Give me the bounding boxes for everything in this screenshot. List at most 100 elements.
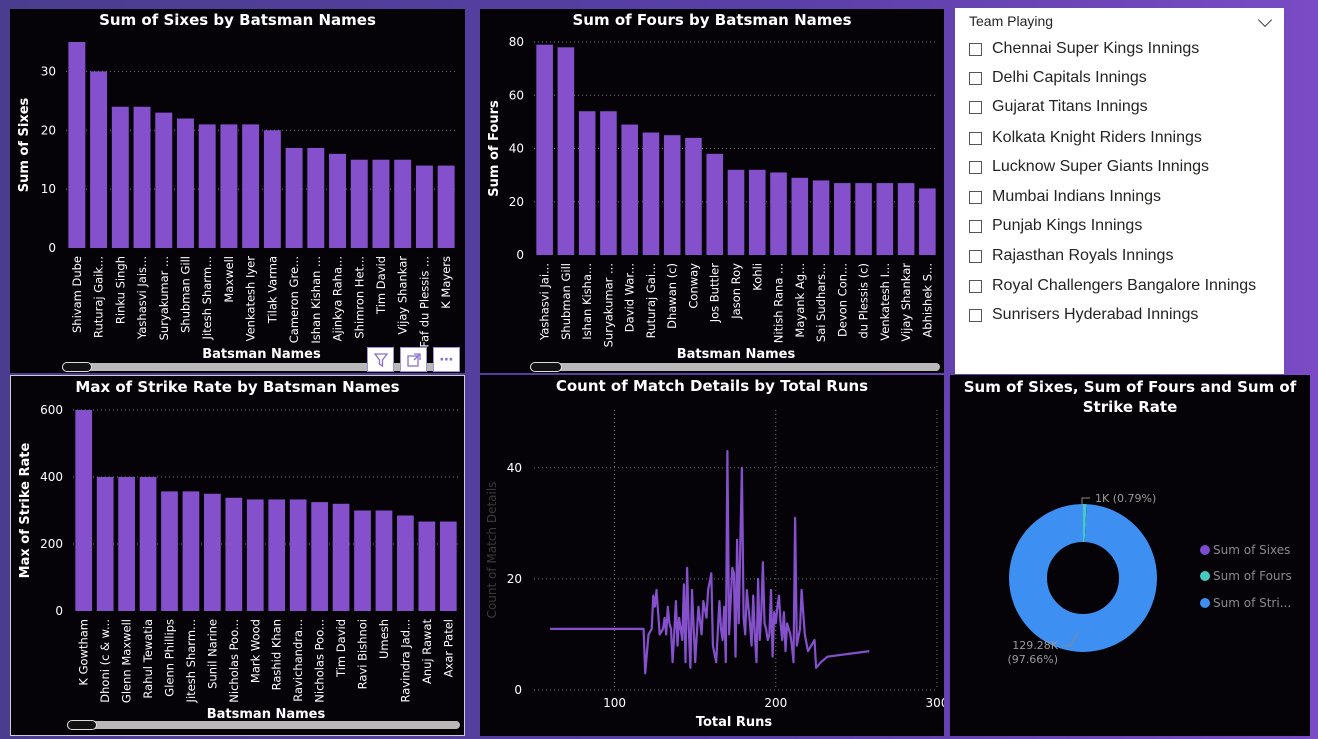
x-axis-label: Total Runs xyxy=(696,715,773,730)
bar xyxy=(578,111,596,255)
bar xyxy=(621,124,638,255)
x-tick-label: Shimron Het... xyxy=(352,256,366,339)
x-tick-label: Shubman Gill xyxy=(178,256,192,333)
checkbox[interactable] xyxy=(969,71,982,85)
leader-line xyxy=(1081,497,1090,505)
chart-title: Sum of Sixes by Batsman Names xyxy=(99,11,376,29)
x-tick-label: Nitish Rana ... xyxy=(772,263,786,343)
slicer-item[interactable]: Gujarat Titans Innings xyxy=(969,96,1148,118)
chevron-down-icon[interactable] xyxy=(1257,12,1273,28)
y-tick-label: 40 xyxy=(507,461,522,475)
x-tick-label: Ruturaj Gai... xyxy=(644,263,658,338)
data-label: 1K (0.79%) xyxy=(1095,492,1156,505)
focus-mode-icon[interactable] xyxy=(400,347,427,372)
slicer-item[interactable]: Rajasthan Royals Innings xyxy=(969,245,1173,267)
slicer-item[interactable]: Kolkata Knight Riders Innings xyxy=(969,127,1202,149)
x-axis-label: Batsman Names xyxy=(677,347,796,362)
x-tick-label: Abhishek S... xyxy=(920,263,934,338)
x-tick-label: Suryakumar ... xyxy=(601,263,615,347)
bar xyxy=(439,521,457,611)
y-tick-label: 10 xyxy=(41,182,56,196)
x-tick-label: Glenn Phillips xyxy=(163,619,177,697)
checkbox[interactable] xyxy=(969,131,982,145)
checkbox[interactable] xyxy=(969,279,982,293)
bar xyxy=(706,153,724,255)
slicer-item[interactable]: Sunrisers Hyderabad Innings xyxy=(969,304,1198,326)
bar xyxy=(394,159,412,248)
y-axis-label: Sum of Sixes xyxy=(17,97,32,192)
x-tick-label: Sai Sudhars... xyxy=(814,263,828,342)
bar xyxy=(246,499,264,611)
slicer-item[interactable]: Mumbai Indians Innings xyxy=(969,186,1161,208)
legend-marker xyxy=(1200,545,1210,555)
bar xyxy=(791,177,809,255)
checkbox[interactable] xyxy=(969,100,982,114)
horizontal-scrollbar[interactable] xyxy=(530,362,940,372)
bar xyxy=(68,42,86,248)
bar xyxy=(437,165,455,248)
scrollbar-thumb[interactable] xyxy=(530,362,562,372)
x-tick-label: Ravindra Jad... xyxy=(398,619,412,703)
x-tick-label: Jitesh Sharm... xyxy=(200,256,214,340)
checkbox[interactable] xyxy=(969,308,982,322)
checkbox[interactable] xyxy=(969,42,982,56)
y-tick-label: 0 xyxy=(48,241,56,255)
more-options-icon[interactable]: ⋯ xyxy=(433,347,460,372)
slicer-item[interactable]: Royal Challengers Bangalore Innings xyxy=(969,275,1256,297)
x-tick-label: Vijay Shankar xyxy=(396,256,410,335)
slicer-item[interactable]: Chennai Super Kings Innings xyxy=(969,38,1199,60)
strike-rate-chart-panel[interactable]: Max of Strike Rate by Batsman Names 0 200… xyxy=(10,375,465,736)
data-label: (97.66%) xyxy=(1007,653,1058,666)
slicer-item-label: Royal Challengers Bangalore Innings xyxy=(992,277,1257,294)
bar xyxy=(834,183,851,255)
strike-rate-bar-chart: 0 200 400 600 K Gowtham Dhoni (c & w... Glenn … xyxy=(18,403,459,722)
sixes-bar-chart: 0 10 20 30 Shivam Dube Ruturaj Gaik... Rinku S… xyxy=(17,42,457,362)
x-tick-label: Jason Roy xyxy=(729,263,743,320)
filter-icon[interactable] xyxy=(367,347,394,372)
checkbox[interactable] xyxy=(969,190,982,204)
legend-marker xyxy=(1200,571,1210,581)
x-tick-label: Conway xyxy=(686,263,700,309)
horizontal-scrollbar[interactable] xyxy=(67,720,460,730)
bar xyxy=(350,159,368,248)
x-tick-label: K Mayers xyxy=(439,256,453,309)
x-tick-label: David War... xyxy=(623,263,637,332)
chart-title: Count of Match Details by Total Runs xyxy=(555,377,869,395)
bar xyxy=(90,71,108,248)
y-tick-label: 0 xyxy=(516,248,524,262)
checkbox[interactable] xyxy=(969,249,982,263)
horizontal-scrollbar[interactable] xyxy=(62,362,457,372)
y-tick-label: 200 xyxy=(40,537,63,551)
slicer-item[interactable]: Lucknow Super Giants Innings xyxy=(969,156,1209,178)
x-tick-label: Axar Patel xyxy=(441,619,455,677)
sixes-chart-panel[interactable]: Sum of Sixes by Batsman Names 0 10 20 30 Shi… xyxy=(10,9,465,373)
slicer-item[interactable]: Delhi Capitals Innings xyxy=(969,67,1147,89)
donut-chart-panel[interactable]: Sum of Sixes, Sum of Fours and Sum of St… xyxy=(950,375,1310,736)
series-line xyxy=(550,450,870,675)
checkbox[interactable] xyxy=(969,219,982,233)
slicer-item-label: Mumbai Indians Innings xyxy=(992,188,1161,205)
y-tick-label: 30 xyxy=(41,64,56,78)
total-runs-line-chart-panel[interactable]: Count of Match Details by Total Runs 0 20… xyxy=(480,375,944,736)
x-tick-label: Tilak Varma xyxy=(265,256,279,324)
bar xyxy=(311,502,328,611)
data-label: 129.28K xyxy=(1012,639,1058,652)
x-tick-label: Ajinkya Raha... xyxy=(331,256,345,341)
x-tick-label: Shubman Gill xyxy=(559,263,573,340)
scrollbar-thumb[interactable] xyxy=(67,720,97,730)
legend-marker xyxy=(1200,598,1210,608)
x-tick-label: Umesh xyxy=(377,619,391,659)
team-playing-slicer[interactable]: Team Playing Chennai Super Kings Innings… xyxy=(955,8,1284,374)
x-tick-label: Mayank Ag... xyxy=(793,263,807,338)
x-tick-label: K Gowtham xyxy=(77,619,91,686)
fours-chart-panel[interactable]: Sum of Fours by Batsman Names 0 20 40 60 80 Y… xyxy=(480,9,944,373)
slicer-item[interactable]: Punjab Kings Innings xyxy=(969,215,1142,237)
x-tick-label: Ishan Kisha... xyxy=(580,263,594,340)
bar xyxy=(748,169,766,255)
y-tick-label: 60 xyxy=(509,88,524,102)
x-tick-label: 100 xyxy=(603,696,626,710)
y-tick-label: 20 xyxy=(509,195,524,209)
scrollbar-thumb[interactable] xyxy=(62,362,92,372)
x-tick-label: Rinku Singh xyxy=(113,256,127,324)
checkbox[interactable] xyxy=(969,160,982,174)
